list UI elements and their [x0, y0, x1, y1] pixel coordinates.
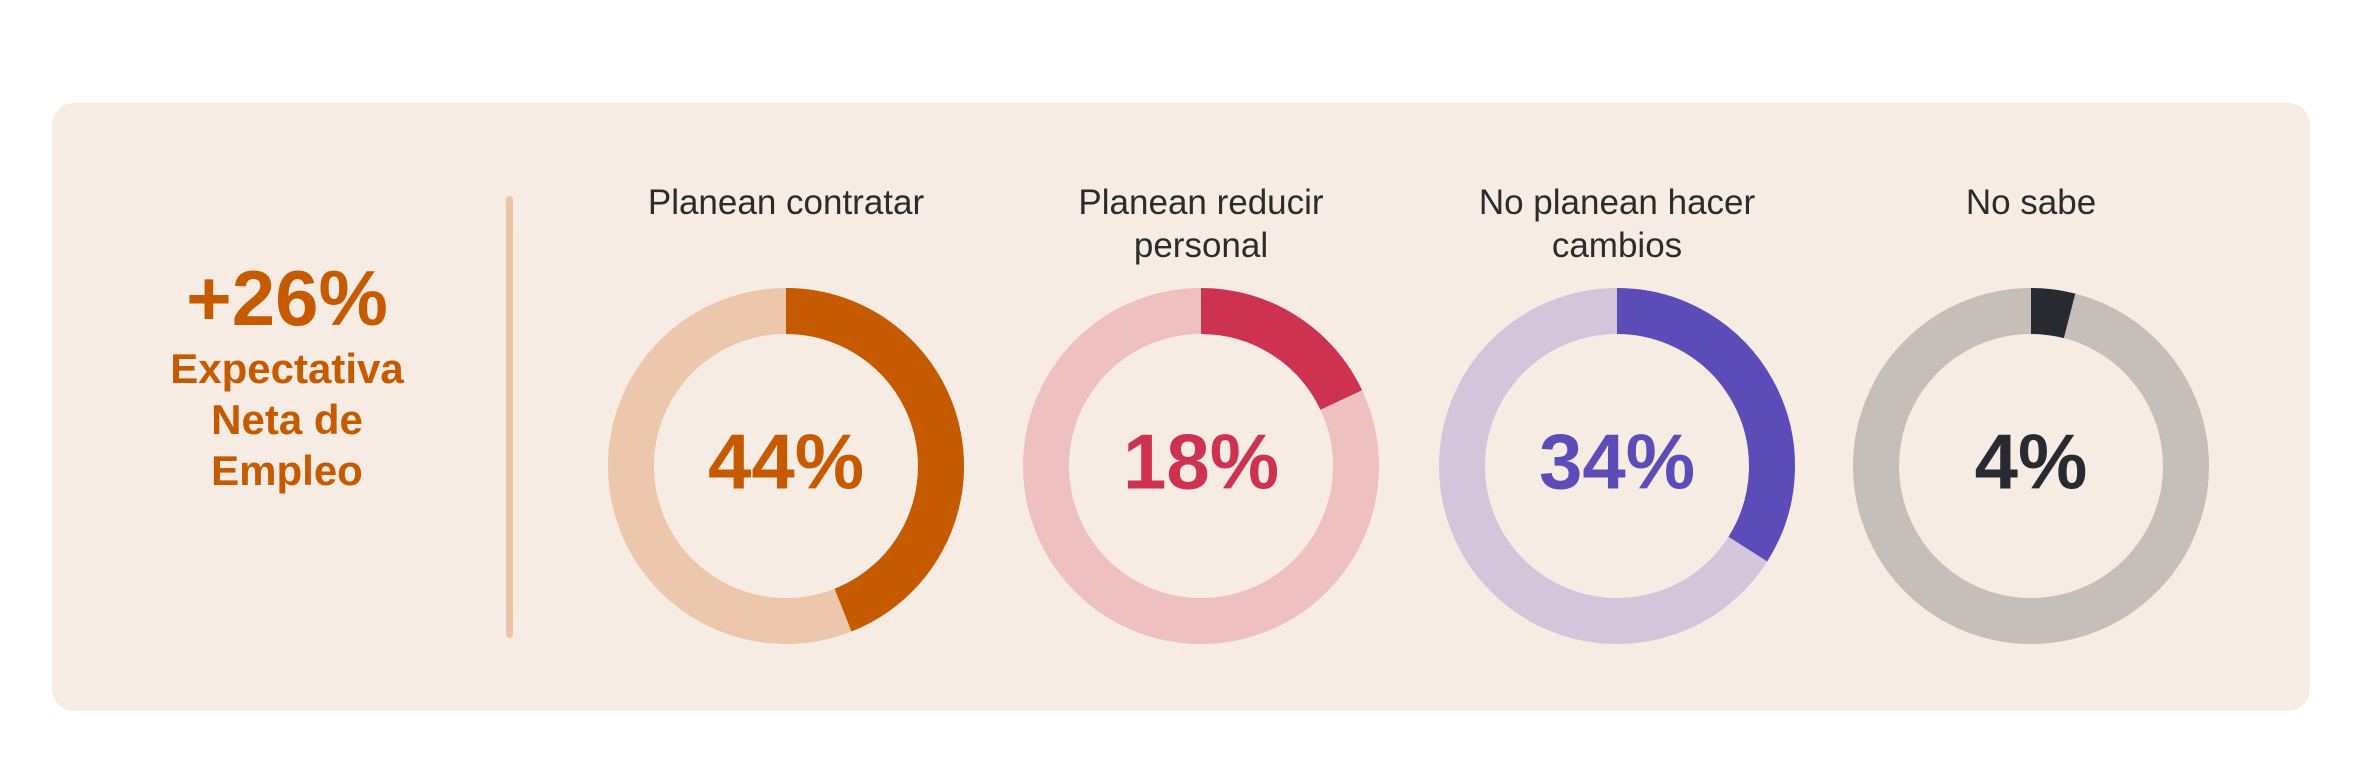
net-employment-value: +26%	[186, 254, 388, 342]
donut-slice	[2030, 288, 2076, 339]
net-employment-label: Expectativa Neta de Empleo	[170, 345, 404, 494]
donut-category-label: Planean reducir personal	[1078, 183, 1324, 265]
donut-slice	[785, 288, 964, 632]
donut-value-label: 4%	[1975, 418, 2088, 506]
donut-value-label: 18%	[1123, 418, 1279, 506]
net-employment-summary: +26% Expectativa Neta de Empleo	[112, 160, 462, 496]
divider	[506, 196, 513, 638]
donut-value-label: 34%	[1539, 418, 1695, 506]
donut-slice	[1200, 288, 1363, 411]
donut-category-label: No sabe	[1965, 183, 2097, 222]
donut-category-label: Planean contratar	[647, 183, 925, 222]
donut-slice	[1616, 288, 1795, 562]
donut-category-label: No planean hacer cambios	[1478, 183, 1756, 265]
donut-value-label: 44%	[708, 418, 864, 506]
